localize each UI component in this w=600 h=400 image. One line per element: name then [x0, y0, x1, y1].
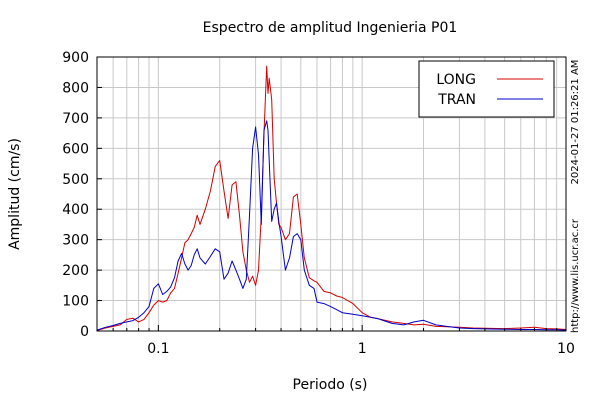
y-tick-label: 700	[62, 111, 89, 127]
x-tick-label: 1	[358, 341, 367, 357]
y-tick-label: 0	[80, 324, 89, 340]
y-tick-label: 100	[62, 294, 89, 310]
y-tick-label: 800	[62, 80, 89, 96]
legend-label-long: LONG	[436, 72, 476, 88]
y-tick-label: 200	[62, 263, 89, 279]
series-group	[96, 65, 567, 331]
y-tick-label: 600	[62, 141, 89, 157]
legend: LONG TRAN	[418, 60, 555, 118]
y-tick-label: 300	[62, 233, 89, 249]
y-tick-label: 400	[62, 202, 89, 218]
y-axis-label: Amplitud (cm/s)	[7, 138, 23, 250]
series-line-long	[96, 65, 567, 331]
x-axis-label: Periodo (s)	[293, 377, 368, 393]
legend-box	[418, 60, 555, 118]
y-tick-label: 500	[62, 172, 89, 188]
series-line-tran	[96, 120, 567, 331]
x-tick-label: 0.1	[147, 341, 169, 357]
timestamp-annotation: 2024-01-27 01:26:21 AM	[570, 60, 581, 185]
x-tick-label: 10	[557, 341, 575, 357]
legend-label-tran: TRAN	[437, 92, 476, 108]
axis-ticks: 0 100 200 300 400 500 600 700 800 900 0.1 1 10	[62, 50, 575, 357]
y-tick-label: 900	[62, 50, 89, 66]
chart-title: Espectro de amplitud Ingenieria P01	[203, 20, 458, 36]
website-annotation: http://www.lis.ucr.ac.cr	[570, 218, 581, 333]
plot-frame	[96, 56, 567, 332]
